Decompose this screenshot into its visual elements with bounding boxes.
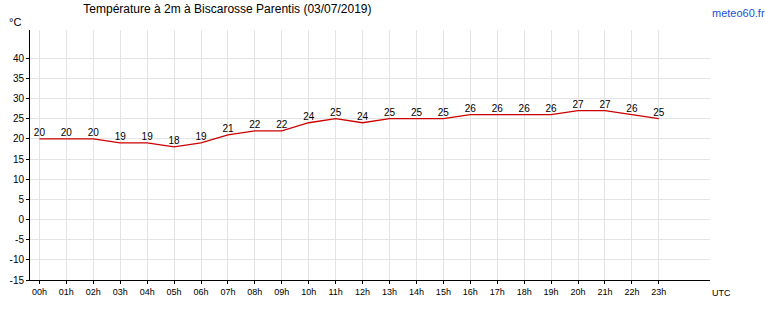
- svg-text:26: 26: [546, 103, 558, 114]
- svg-text:40: 40: [13, 53, 25, 64]
- svg-text:19: 19: [195, 131, 207, 142]
- svg-text:26: 26: [492, 103, 504, 114]
- svg-text:24: 24: [303, 111, 315, 122]
- svg-text:23h: 23h: [651, 287, 666, 297]
- svg-text:12h: 12h: [355, 287, 370, 297]
- svg-text:26: 26: [519, 103, 531, 114]
- svg-text:10: 10: [13, 174, 25, 185]
- svg-text:15h: 15h: [436, 287, 451, 297]
- svg-text:5: 5: [18, 194, 24, 205]
- svg-text:06h: 06h: [193, 287, 208, 297]
- svg-text:UTC: UTC: [712, 288, 731, 298]
- svg-text:20: 20: [34, 127, 46, 138]
- svg-text:meteo60.fr: meteo60.fr: [712, 7, 765, 19]
- svg-text:27: 27: [599, 99, 611, 110]
- svg-text:19: 19: [142, 131, 154, 142]
- svg-text:16h: 16h: [463, 287, 478, 297]
- svg-text:11h: 11h: [328, 287, 342, 297]
- svg-text:25: 25: [438, 107, 450, 118]
- svg-text:14h: 14h: [409, 287, 424, 297]
- svg-text:26: 26: [626, 103, 638, 114]
- svg-text:20: 20: [13, 133, 25, 144]
- svg-text:24: 24: [357, 111, 369, 122]
- svg-text:0: 0: [18, 214, 24, 225]
- svg-text:25: 25: [13, 113, 25, 124]
- svg-text:25: 25: [384, 107, 396, 118]
- svg-text:25: 25: [330, 107, 342, 118]
- svg-text:18h: 18h: [517, 287, 532, 297]
- svg-text:27: 27: [572, 99, 584, 110]
- svg-text:30: 30: [13, 93, 25, 104]
- svg-text:01h: 01h: [59, 287, 74, 297]
- svg-text:35: 35: [13, 73, 25, 84]
- svg-text:09h: 09h: [274, 287, 289, 297]
- svg-text:13h: 13h: [382, 287, 397, 297]
- svg-text:20: 20: [61, 127, 73, 138]
- svg-text:08h: 08h: [247, 287, 262, 297]
- svg-text:07h: 07h: [220, 287, 235, 297]
- svg-text:19: 19: [115, 131, 127, 142]
- svg-text:15: 15: [13, 154, 25, 165]
- svg-text:-15: -15: [10, 275, 25, 286]
- svg-text:04h: 04h: [140, 287, 155, 297]
- svg-text:26: 26: [465, 103, 477, 114]
- svg-text:05h: 05h: [167, 287, 182, 297]
- svg-text:19h: 19h: [544, 287, 559, 297]
- svg-text:17h: 17h: [490, 287, 505, 297]
- svg-text:20h: 20h: [571, 287, 586, 297]
- svg-text:-5: -5: [15, 234, 24, 245]
- svg-text:18: 18: [169, 135, 181, 146]
- svg-text:25: 25: [653, 107, 665, 118]
- svg-text:03h: 03h: [113, 287, 128, 297]
- svg-text:22h: 22h: [624, 287, 639, 297]
- svg-text:00h: 00h: [32, 287, 47, 297]
- svg-text:21: 21: [222, 123, 234, 134]
- svg-text:02h: 02h: [86, 287, 101, 297]
- svg-text:°C: °C: [9, 16, 21, 28]
- svg-text:22: 22: [249, 119, 261, 130]
- svg-text:-10: -10: [10, 254, 25, 265]
- svg-text:Température à 2m à Biscarosse: Température à 2m à Biscarosse Parentis (…: [83, 2, 371, 16]
- svg-text:20: 20: [88, 127, 100, 138]
- svg-text:25: 25: [411, 107, 423, 118]
- svg-text:22: 22: [276, 119, 288, 130]
- svg-text:10h: 10h: [301, 287, 316, 297]
- svg-text:21h: 21h: [597, 287, 612, 297]
